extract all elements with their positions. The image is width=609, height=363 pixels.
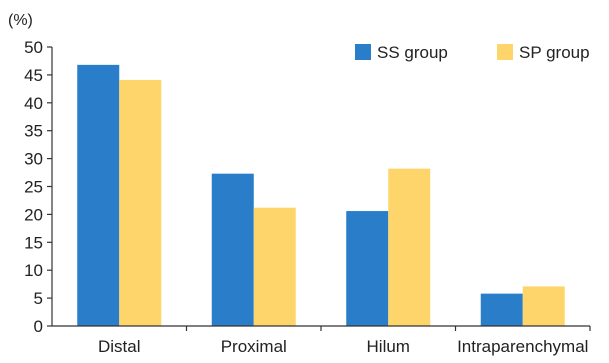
y-tick-label: 40	[24, 94, 43, 113]
bar-ss-group-intraparenchymal	[480, 293, 523, 326]
x-category-label: Hilum	[367, 337, 410, 356]
y-tick-label: 30	[24, 150, 43, 169]
bar-ss-group-distal	[77, 64, 120, 326]
y-tick-label: 0	[34, 317, 43, 336]
x-axis-ticks	[185, 326, 591, 331]
y-tick-label: 5	[34, 289, 43, 308]
x-category-label: Distal	[98, 337, 141, 356]
bar-ss-group-proximal	[211, 173, 254, 326]
y-axis-unit-label: (%)	[8, 12, 33, 29]
legend-label: SP group	[519, 43, 590, 62]
y-tick-label: 35	[24, 122, 43, 141]
legend-swatch	[355, 44, 371, 60]
x-category-label: Intraparenchymal	[457, 337, 588, 356]
bar-ss-group-hilum	[346, 211, 389, 326]
y-tick-label: 45	[24, 66, 43, 85]
y-tick-label: 15	[24, 233, 43, 252]
y-tick-label: 10	[24, 261, 43, 280]
legend-swatch	[497, 44, 513, 60]
x-category-label: Proximal	[221, 337, 287, 356]
legend-label: SS group	[377, 43, 448, 62]
bar-sp-group-distal	[119, 79, 162, 326]
y-tick-label: 25	[24, 178, 43, 197]
bars-group	[77, 64, 565, 326]
y-axis-ticks: 0 5 10 15 20 25 30 35 40 45 50	[24, 38, 52, 336]
legend: SS group SP group	[355, 43, 590, 62]
y-tick-label: 50	[24, 38, 43, 57]
bar-sp-group-proximal	[253, 207, 296, 326]
bar-sp-group-intraparenchymal	[522, 286, 565, 326]
y-tick-label: 20	[24, 205, 43, 224]
bar-sp-group-hilum	[388, 168, 431, 326]
x-axis-category-labels: Distal Proximal Hilum Intraparenchymal	[98, 337, 588, 356]
